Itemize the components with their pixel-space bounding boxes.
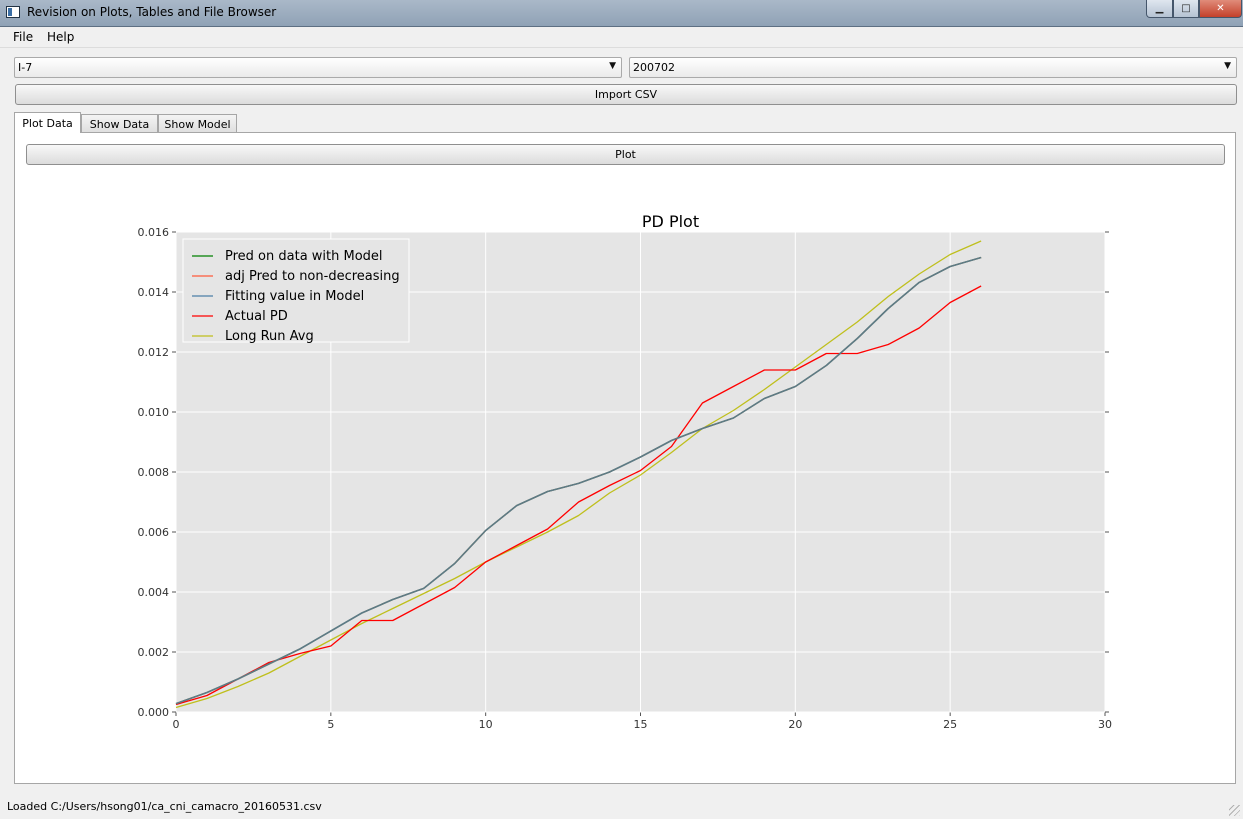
- chevron-down-icon: ▼: [609, 61, 616, 71]
- period-select-value: 200702: [633, 61, 675, 74]
- y-tick-label: 0.006: [138, 526, 170, 539]
- x-tick-label: 25: [943, 718, 957, 731]
- maximize-button[interactable]: □: [1173, 0, 1199, 18]
- legend-box: [182, 238, 410, 343]
- group-select[interactable]: I-7 ▼: [14, 57, 622, 78]
- pd-plot-chart: 0 5 10 15 20 25 30 0.000 0.002 0.004 0.006 0.008 0.0…: [138, 212, 1113, 731]
- y-tick-label: 0.002: [138, 646, 170, 659]
- tab-show-data[interactable]: Show Data: [81, 114, 158, 133]
- legend-label: Pred on data with Model: [225, 249, 383, 264]
- y-tick-label: 0.000: [138, 706, 170, 719]
- legend-label: Actual PD: [225, 309, 288, 324]
- tab-show-model[interactable]: Show Model: [158, 114, 237, 133]
- app-window-icon: [6, 6, 20, 18]
- window-title-bar[interactable]: Revision on Plots, Tables and File Brows…: [0, 0, 1243, 27]
- x-tick-label: 15: [634, 718, 648, 731]
- period-select[interactable]: 200702 ▼: [629, 57, 1237, 78]
- status-text: Loaded C:/Users/hsong01/ca_cni_camacro_2…: [7, 800, 322, 813]
- x-tick-label: 0: [173, 718, 180, 731]
- y-tick-label: 0.004: [138, 586, 170, 599]
- plot-button[interactable]: Plot: [26, 144, 1225, 165]
- menu-file[interactable]: File: [13, 30, 34, 44]
- status-bar: Loaded C:/Users/hsong01/ca_cni_camacro_2…: [0, 796, 1243, 819]
- legend-label: Long Run Avg: [225, 329, 314, 344]
- window-title: Revision on Plots, Tables and File Brows…: [27, 5, 277, 19]
- y-tick-label: 0.016: [138, 226, 170, 239]
- y-tick-label: 0.008: [138, 466, 170, 479]
- legend-label: adj Pred to non-decreasing: [225, 269, 400, 284]
- close-button[interactable]: ✕: [1199, 0, 1242, 18]
- chevron-down-icon: ▼: [1224, 61, 1231, 71]
- chart-title: PD Plot: [642, 212, 699, 231]
- legend-label: Fitting value in Model: [225, 289, 364, 304]
- x-tick-label: 20: [788, 718, 802, 731]
- import-csv-button[interactable]: Import CSV: [15, 84, 1237, 105]
- y-tick-label: 0.010: [138, 406, 170, 419]
- y-tick-label: 0.012: [138, 346, 170, 359]
- x-tick-label: 5: [327, 718, 334, 731]
- y-tick-label: 0.014: [138, 286, 170, 299]
- tab-plot-data[interactable]: Plot Data: [14, 112, 81, 133]
- x-tick-label: 10: [479, 718, 493, 731]
- minimize-button[interactable]: ▁: [1146, 0, 1173, 18]
- resize-grip-icon[interactable]: [1229, 805, 1240, 816]
- series-line-fitting-value-in-model: [175, 256, 982, 705]
- group-select-value: I-7: [18, 61, 33, 74]
- menu-bar: File Help: [0, 27, 1243, 48]
- series-line-actual-pd: [175, 285, 982, 706]
- x-tick-label: 30: [1098, 718, 1112, 731]
- menu-help[interactable]: Help: [47, 30, 75, 44]
- plot-data-pane: Plot 0 5 10 15 20 25 30 0.000 0.002 0.004 0.006 0.0…: [14, 132, 1236, 784]
